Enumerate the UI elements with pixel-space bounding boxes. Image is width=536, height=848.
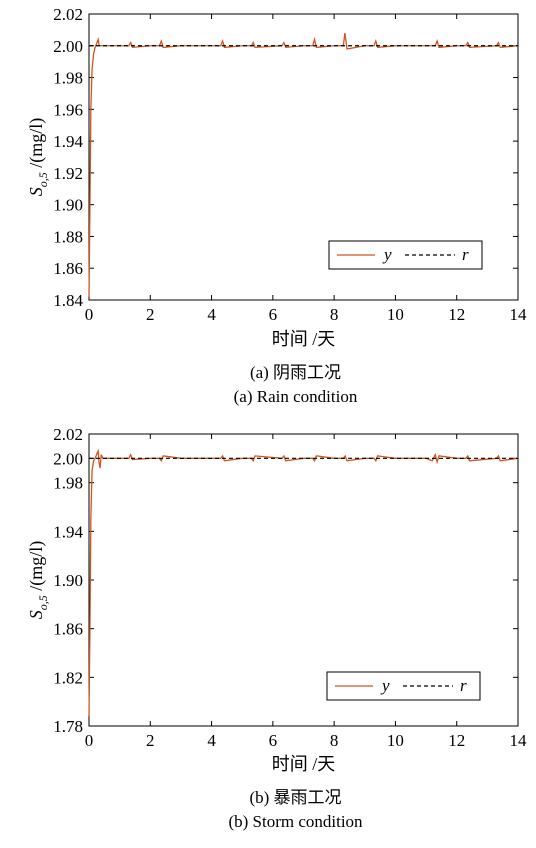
x-tick-label: 6 — [269, 731, 278, 750]
legend-label-y: y — [382, 245, 392, 264]
y-axis-label-unit: /(mg/l) — [26, 541, 47, 596]
x-tick-label: 6 — [269, 305, 278, 324]
y-tick-label: 1.90 — [53, 571, 83, 590]
y-tick-label: 1.78 — [53, 717, 83, 736]
y-tick-label: 1.92 — [53, 164, 83, 183]
x-tick-label: 10 — [387, 305, 404, 324]
y-tick-label: 1.88 — [53, 227, 83, 246]
y-tick-label: 1.94 — [53, 522, 83, 541]
y-tick-label: 1.86 — [53, 620, 83, 639]
x-tick-label: 4 — [207, 731, 216, 750]
legend-label-r: r — [462, 245, 469, 264]
y-axis-label-subscript: o,5 — [36, 172, 50, 187]
caption-cn: (a) 阴雨工况 — [250, 363, 341, 382]
caption-en: (b) Storm condition — [228, 812, 363, 831]
y-tick-label: 2.00 — [53, 37, 83, 56]
y-tick-label: 1.94 — [53, 132, 83, 151]
y-tick-label: 1.96 — [53, 100, 83, 119]
x-tick-label: 14 — [510, 305, 528, 324]
y-axis-label: So,5 /(mg/l) — [26, 118, 50, 197]
x-tick-label: 12 — [448, 305, 465, 324]
x-axis-label: 时间 /天 — [272, 754, 336, 774]
y-axis-label-symbol: S — [26, 187, 46, 196]
x-tick-label: 2 — [146, 305, 155, 324]
y-tick-label: 1.90 — [53, 196, 83, 215]
x-tick-label: 8 — [330, 305, 339, 324]
y-axis-label: So,5 /(mg/l) — [26, 541, 50, 620]
x-tick-label: 0 — [85, 305, 94, 324]
x-tick-label: 8 — [330, 731, 339, 750]
y-tick-label: 2.00 — [53, 449, 83, 468]
y-tick-label: 2.02 — [53, 5, 83, 24]
x-tick-label: 4 — [207, 305, 216, 324]
y-tick-label: 1.86 — [53, 259, 83, 278]
chart-a: 0 2 4 6 8 10 12 14 1.84 1.86 1.88 1.90 1.92 1.94 1.96 1… — [26, 5, 527, 406]
chart-b: 0 2 4 6 8 10 12 14 1.78 1.82 1.86 1.90 1.94 1.98 2.00 2… — [26, 425, 527, 831]
y-tick-label: 1.82 — [53, 668, 83, 687]
y-tick-label: 1.98 — [53, 69, 83, 88]
y-axis-label-unit: /(mg/l) — [26, 118, 47, 173]
x-tick-label: 10 — [387, 731, 404, 750]
legend-label-r: r — [460, 676, 467, 695]
y-axis-label-symbol: S — [26, 610, 46, 619]
y-tick-label: 1.84 — [53, 291, 83, 310]
caption-cn: (b) 暴雨工况 — [249, 788, 341, 807]
y-axis-label-subscript: o,5 — [36, 595, 50, 610]
y-tick-label: 1.98 — [53, 474, 83, 493]
caption-en: (a) Rain condition — [234, 387, 358, 406]
x-axis-label: 时间 /天 — [272, 329, 336, 349]
series-line-y — [88, 448, 519, 717]
plot-frame — [88, 13, 519, 301]
y-tick-label: 2.02 — [53, 425, 83, 444]
x-tick-label: 0 — [85, 731, 94, 750]
x-tick-label: 14 — [510, 731, 528, 750]
legend-label-y: y — [380, 676, 390, 695]
x-tick-label: 12 — [448, 731, 465, 750]
x-tick-label: 2 — [146, 731, 155, 750]
